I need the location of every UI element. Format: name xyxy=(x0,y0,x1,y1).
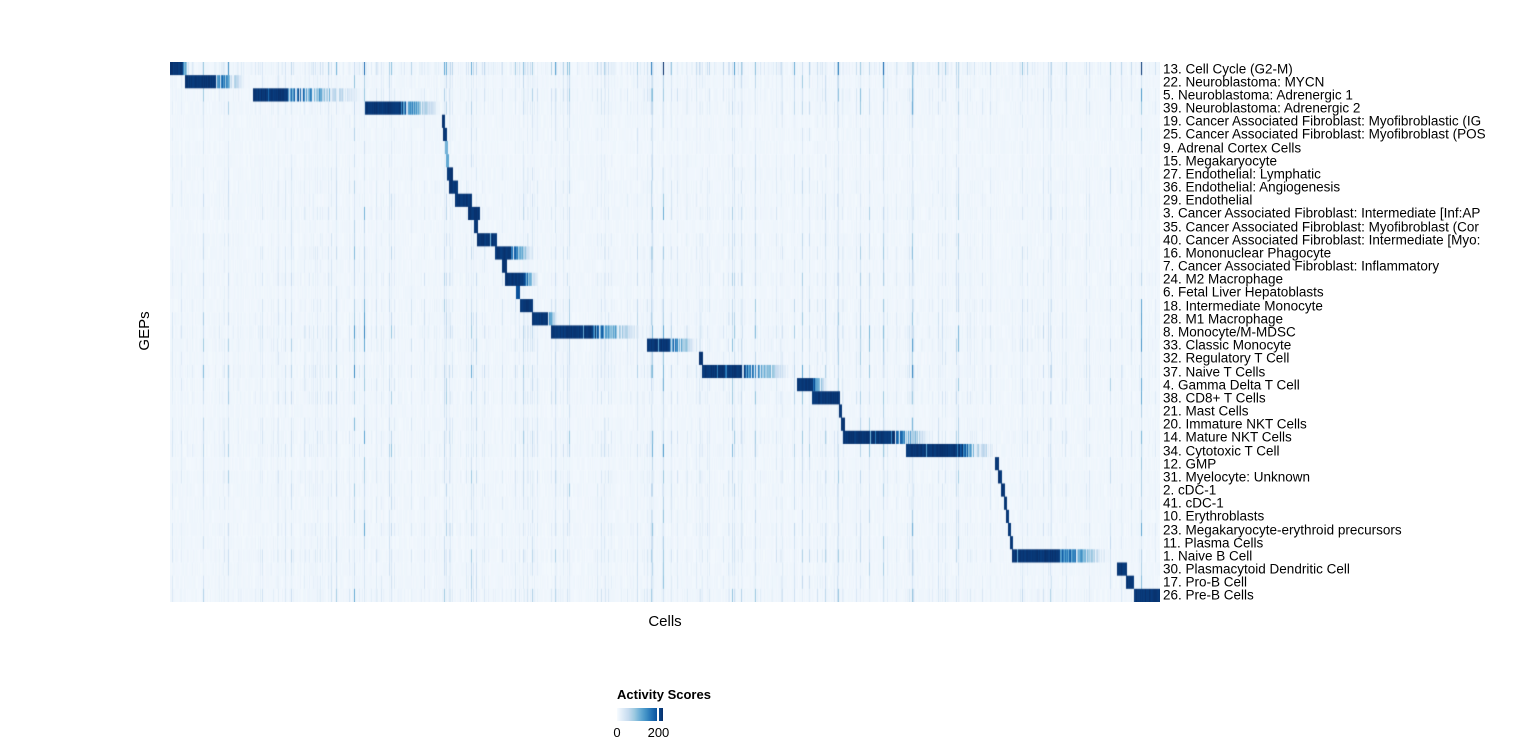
row-label: 8. Monocyte/M-MDSC xyxy=(1163,324,1296,340)
row-label: 30. Plasmacytoid Dendritic Cell xyxy=(1163,561,1350,577)
row-label: 40. Cancer Associated Fibroblast: Interm… xyxy=(1163,232,1481,248)
row-label: 6. Fetal Liver Hepatoblasts xyxy=(1163,284,1324,300)
legend-max-label: 200 xyxy=(647,725,670,740)
row-label: 23. Megakaryocyte-erythroid precursors xyxy=(1163,521,1402,537)
row-label: 31. Myelocyte: Unknown xyxy=(1163,469,1311,485)
row-label: 13. Cell Cycle (G2-M) xyxy=(1163,62,1293,76)
x-axis-label: Cells xyxy=(648,613,682,630)
row-label: 14. Mature NKT Cells xyxy=(1163,429,1292,445)
row-label: 7. Cancer Associated Fibroblast: Inflamm… xyxy=(1163,258,1440,274)
row-label: 15. Megakaryocyte xyxy=(1163,153,1278,169)
activity-scores-legend: Activity Scores 0 200 xyxy=(613,687,737,741)
row-label: 19. Cancer Associated Fibroblast: Myofib… xyxy=(1163,113,1482,129)
row-label: 33. Classic Monocyte xyxy=(1163,337,1292,353)
row-label: 17. Pro-B Cell xyxy=(1163,574,1248,590)
row-label: 5. Neuroblastoma: Adrenergic 1 xyxy=(1163,87,1353,103)
row-label: 32. Regulatory T Cell xyxy=(1163,350,1290,366)
legend-tick-200-icon xyxy=(657,708,660,721)
row-label: 2. cDC-1 xyxy=(1163,482,1217,498)
legend-gradient-bar xyxy=(617,708,663,721)
row-label: 29. Endothelial xyxy=(1163,192,1253,208)
row-label: 4. Gamma Delta T Cell xyxy=(1163,377,1300,393)
row-label: 35. Cancer Associated Fibroblast: Myofib… xyxy=(1163,219,1479,235)
row-label: 12. GMP xyxy=(1163,456,1217,472)
row-label: 10. Erythroblasts xyxy=(1163,508,1265,524)
row-label: 24. M2 Macrophage xyxy=(1163,271,1284,287)
row-label: 11. Plasma Cells xyxy=(1163,535,1264,551)
row-label: 28. M1 Macrophage xyxy=(1163,311,1284,327)
row-label: 34. Cytotoxic T Cell xyxy=(1163,442,1280,458)
legend-title: Activity Scores xyxy=(617,687,711,702)
row-label: 1. Naive B Cell xyxy=(1163,548,1253,564)
row-label: 41. cDC-1 xyxy=(1163,495,1224,511)
row-label: 9. Adrenal Cortex Cells xyxy=(1163,140,1302,156)
row-label: 16. Mononuclear Phagocyte xyxy=(1163,245,1332,261)
row-labels: 13. Cell Cycle (G2-M) 22. Neuroblastoma: … xyxy=(1163,62,1540,602)
row-label: 36. Endothelial: Angiogenesis xyxy=(1163,179,1341,195)
row-label: 18. Intermediate Monocyte xyxy=(1163,298,1323,314)
y-axis-label-text: GEPs xyxy=(136,311,153,351)
row-label: 20. Immature NKT Cells xyxy=(1163,416,1307,432)
legend-min-label: 0 xyxy=(613,725,621,740)
row-label: 27. Endothelial: Lymphatic xyxy=(1163,166,1321,182)
row-label: 22. Neuroblastoma: MYCN xyxy=(1163,74,1325,90)
row-label: 21. Mast Cells xyxy=(1163,403,1249,419)
row-label: 38. CD8+ T Cells xyxy=(1163,390,1266,406)
heatmap-plot xyxy=(170,62,1160,602)
row-label: 26. Pre-B Cells xyxy=(1163,587,1254,602)
row-label: 37. Naive T Cells xyxy=(1163,363,1266,379)
heatmap-canvas xyxy=(170,62,1160,602)
row-label: 3. Cancer Associated Fibroblast: Interme… xyxy=(1163,205,1481,221)
row-label: 39. Neuroblastoma: Adrenergic 2 xyxy=(1163,100,1361,116)
legend-tick-labels: 0 200 xyxy=(613,725,669,741)
row-label: 25. Cancer Associated Fibroblast: Myofib… xyxy=(1163,126,1486,142)
